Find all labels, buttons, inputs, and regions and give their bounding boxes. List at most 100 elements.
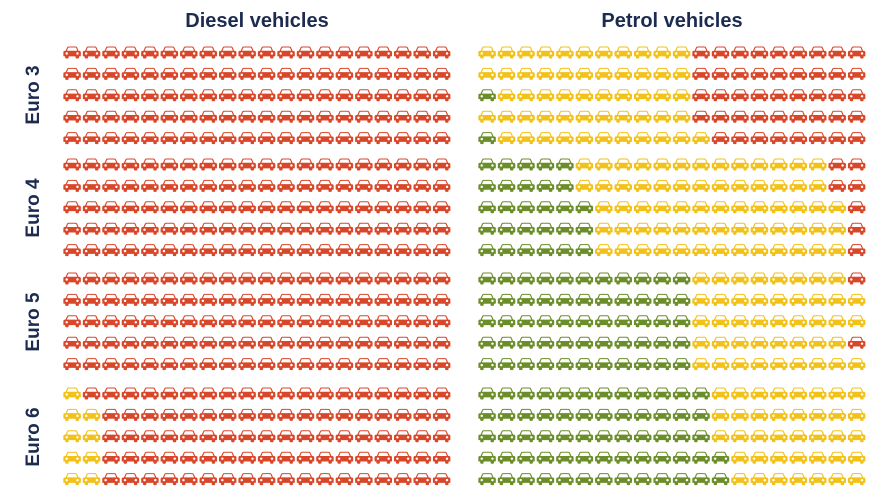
car-icon-diesel-vehicles-euro-6-red	[238, 408, 256, 421]
car-icon-petrol-vehicles-euro-5-yellow	[809, 336, 827, 349]
car-icon-petrol-vehicles-euro-5-yellow	[770, 358, 788, 371]
car-icon-petrol-vehicles-euro-4-yellow	[672, 222, 691, 235]
car-icon-diesel-vehicles-euro-6-yellow	[63, 451, 81, 464]
car-icon-petrol-vehicles-euro-3-yellow	[517, 46, 535, 59]
car-icon-diesel-vehicles-euro-3-red	[82, 132, 101, 145]
car-icon-diesel-vehicles-euro-5-red	[82, 272, 101, 285]
car-icon-petrol-vehicles-euro-5-green	[478, 293, 496, 306]
car-icon-diesel-vehicles-euro-3-red	[218, 89, 237, 102]
car-icon-diesel-vehicles-euro-4-red	[180, 179, 198, 192]
car-icon-petrol-vehicles-euro-6-green	[517, 408, 535, 421]
car-icon-diesel-vehicles-euro-5-red	[394, 293, 412, 306]
car-icon-diesel-vehicles-euro-3-red	[374, 46, 393, 59]
car-icon-diesel-vehicles-euro-3-red	[199, 89, 217, 102]
car-icon-petrol-vehicles-euro-6-yellow	[809, 387, 827, 400]
car-icon-petrol-vehicles-euro-6-green	[478, 451, 496, 464]
row-label-euro-3: Euro 3	[23, 65, 44, 124]
car-icon-petrol-vehicles-euro-4-yellow	[614, 201, 632, 214]
car-icon-petrol-vehicles-euro-5-yellow	[828, 336, 846, 349]
car-icon-diesel-vehicles-euro-3-red	[180, 110, 198, 123]
car-icon-diesel-vehicles-euro-5-red	[335, 272, 354, 285]
car-icon-petrol-vehicles-euro-6-yellow	[847, 451, 866, 464]
car-icon-diesel-vehicles-euro-6-red	[296, 387, 315, 400]
car-icon-petrol-vehicles-euro-5-green	[633, 272, 652, 285]
car-icon-petrol-vehicles-euro-6-green	[556, 387, 574, 400]
car-icon-petrol-vehicles-euro-6-yellow	[789, 451, 808, 464]
car-icon-petrol-vehicles-euro-3-red	[731, 132, 749, 145]
car-icon-diesel-vehicles-euro-5-red	[121, 293, 140, 306]
car-icon-diesel-vehicles-euro-5-red	[316, 272, 334, 285]
car-icon-petrol-vehicles-euro-6-green	[536, 387, 555, 400]
car-icon-petrol-vehicles-euro-3-yellow	[556, 132, 574, 145]
car-icon-petrol-vehicles-euro-6-yellow	[750, 451, 769, 464]
car-icon-petrol-vehicles-euro-3-red	[847, 132, 866, 145]
car-icon-diesel-vehicles-euro-3-red	[102, 89, 120, 102]
car-icon-diesel-vehicles-euro-4-red	[63, 222, 81, 235]
car-icon-petrol-vehicles-euro-4-yellow	[789, 222, 808, 235]
car-icon-diesel-vehicles-euro-3-red	[218, 132, 237, 145]
car-icon-petrol-vehicles-euro-5-green	[517, 272, 535, 285]
car-icon-diesel-vehicles-euro-3-red	[296, 67, 315, 80]
car-icon-diesel-vehicles-euro-5-red	[355, 293, 373, 306]
car-icon-diesel-vehicles-euro-6-red	[180, 451, 198, 464]
car-icon-petrol-vehicles-euro-5-green	[497, 293, 516, 306]
car-icon-petrol-vehicles-euro-5-green	[536, 315, 555, 328]
car-icon-petrol-vehicles-euro-5-yellow	[789, 315, 808, 328]
car-icon-diesel-vehicles-euro-3-red	[394, 67, 412, 80]
car-icon-diesel-vehicles-euro-4-red	[102, 179, 120, 192]
car-icon-petrol-vehicles-euro-4-yellow	[711, 222, 730, 235]
car-icon-diesel-vehicles-euro-3-red	[82, 46, 101, 59]
car-icon-petrol-vehicles-euro-6-green	[536, 451, 555, 464]
car-icon-diesel-vehicles-euro-4-red	[141, 179, 159, 192]
car-icon-petrol-vehicles-euro-5-green	[653, 315, 671, 328]
car-icon-petrol-vehicles-euro-5-yellow	[770, 315, 788, 328]
car-icon-petrol-vehicles-euro-6-yellow	[750, 430, 769, 443]
car-icon-petrol-vehicles-euro-4-yellow	[614, 222, 632, 235]
car-icon-diesel-vehicles-euro-6-red	[102, 430, 120, 443]
car-icon-petrol-vehicles-euro-6-green	[595, 408, 613, 421]
car-icon-diesel-vehicles-euro-3-red	[141, 67, 159, 80]
car-icon-diesel-vehicles-euro-6-red	[218, 451, 237, 464]
car-icon-petrol-vehicles-euro-3-yellow	[672, 110, 691, 123]
car-icon-diesel-vehicles-euro-5-red	[277, 272, 295, 285]
car-icon-diesel-vehicles-euro-4-red	[199, 222, 217, 235]
car-icon-petrol-vehicles-euro-3-red	[770, 67, 788, 80]
car-icon-diesel-vehicles-euro-3-red	[394, 110, 412, 123]
car-icon-petrol-vehicles-euro-5-yellow	[711, 272, 730, 285]
car-icon-petrol-vehicles-euro-5-yellow	[692, 272, 710, 285]
car-icon-petrol-vehicles-euro-3-red	[770, 46, 788, 59]
car-icon-petrol-vehicles-euro-3-yellow	[497, 46, 516, 59]
car-icon-diesel-vehicles-euro-6-red	[296, 408, 315, 421]
car-icon-diesel-vehicles-euro-5-red	[238, 315, 256, 328]
car-icon-diesel-vehicles-euro-3-red	[180, 132, 198, 145]
car-icon-petrol-vehicles-euro-3-yellow	[497, 67, 516, 80]
car-icon-petrol-vehicles-euro-6-yellow	[809, 473, 827, 486]
car-icon-petrol-vehicles-euro-6-green	[478, 387, 496, 400]
car-icon-diesel-vehicles-euro-3-red	[141, 110, 159, 123]
car-icon-diesel-vehicles-euro-6-red	[160, 387, 179, 400]
car-icon-diesel-vehicles-euro-3-red	[218, 110, 237, 123]
car-icon-petrol-vehicles-euro-6-yellow	[847, 473, 866, 486]
car-icon-petrol-vehicles-euro-3-red	[750, 67, 769, 80]
car-icon-diesel-vehicles-euro-5-red	[121, 336, 140, 349]
car-icon-diesel-vehicles-euro-4-red	[82, 158, 101, 171]
car-icon-petrol-vehicles-euro-5-green	[633, 358, 652, 371]
car-icon-diesel-vehicles-euro-3-red	[63, 46, 81, 59]
car-icon-petrol-vehicles-euro-5-green	[614, 336, 632, 349]
car-icon-petrol-vehicles-euro-4-green	[536, 158, 555, 171]
car-icon-petrol-vehicles-euro-3-red	[731, 46, 749, 59]
car-icon-petrol-vehicles-euro-6-green	[556, 473, 574, 486]
car-icon-petrol-vehicles-euro-5-green	[556, 358, 574, 371]
car-icon-petrol-vehicles-euro-6-green	[595, 473, 613, 486]
car-icon-petrol-vehicles-euro-6-yellow	[789, 473, 808, 486]
car-icon-diesel-vehicles-euro-3-red	[160, 110, 179, 123]
car-icon-diesel-vehicles-euro-5-red	[199, 315, 217, 328]
car-icon-diesel-vehicles-euro-6-red	[394, 473, 412, 486]
car-icon-diesel-vehicles-euro-3-red	[82, 110, 101, 123]
car-icon-diesel-vehicles-euro-4-red	[102, 244, 120, 257]
car-icon-diesel-vehicles-euro-3-red	[121, 132, 140, 145]
car-icon-diesel-vehicles-euro-3-red	[82, 89, 101, 102]
car-icon-petrol-vehicles-euro-4-red	[847, 158, 866, 171]
car-icon-diesel-vehicles-euro-4-red	[355, 222, 373, 235]
car-icon-diesel-vehicles-euro-5-red	[82, 336, 101, 349]
